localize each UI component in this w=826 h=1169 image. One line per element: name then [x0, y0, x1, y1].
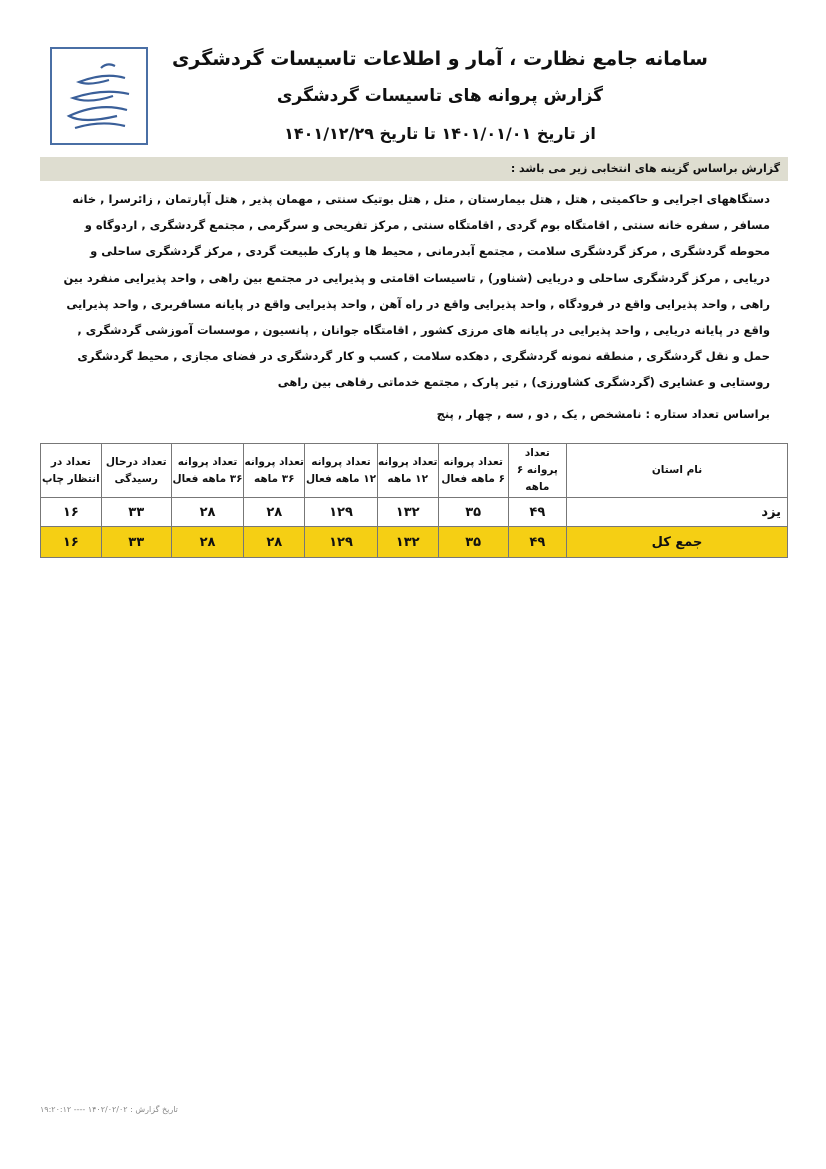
total-row: جمع کل ۴۹ ۳۵ ۱۳۲ ۱۲۹ ۲۸ ۲۸ ۳۳ ۱۶ [40, 526, 788, 558]
header-12m: تعداد پروانه ۱۲ ماهه [376, 443, 439, 498]
cell: ۱۶ [40, 526, 102, 558]
cell: ۱۳۲ [376, 526, 439, 558]
cell: ۲۸ [170, 497, 245, 527]
cell: ۲۸ [170, 526, 245, 558]
facility-line: دریایی , مرکز گردشگری ساحلی و دریایی (شن… [63, 270, 770, 285]
report-timestamp: تاریخ گزارش : ۱۴۰۲/۰۲/۰۲ ---- ۱۹:۲۰:۱۲ [40, 1105, 178, 1114]
header-36m: تعداد پروانه ۳۶ ماهه [243, 443, 306, 498]
facility-line: محوطه گردشگری , مرکز گردشگری سلامت , مجت… [90, 244, 770, 259]
facility-line: واقع در پایانه دریایی , واحد پذیرایی در … [77, 322, 770, 337]
cell: ۳۳ [100, 526, 172, 558]
cell: ۱۲۹ [304, 497, 378, 527]
facility-line: راهی , واحد پذیرایی واقع در فرودگاه , وا… [66, 296, 770, 311]
facility-line: حمل و نقل گردشگری , منطقه نمونه گردشگری … [77, 349, 770, 364]
header-6m-active: تعداد پروانه ۶ ماهه فعال [437, 443, 509, 498]
header-in-review: تعداد درحال رسیدگی [100, 443, 172, 498]
cell: ۲۸ [243, 497, 306, 527]
cell: ۱۶ [40, 497, 102, 527]
cell: ۳۵ [437, 526, 509, 558]
header-province: نام استان [566, 443, 788, 498]
cell: ۴۹ [507, 526, 568, 558]
header-12m-active: تعداد پروانه ۱۲ ماهه فعال [304, 443, 378, 498]
stars-filter: براساس تعداد ستاره : نامشخص , یک , دو , … [436, 407, 770, 421]
system-title: سامانه جامع نظارت ، آمار و اطلاعات تاسیس… [172, 48, 708, 70]
cell: ۱۲۹ [304, 526, 378, 558]
calligraphy-logo-icon [66, 63, 130, 130]
licenses-table: نام استان تعداد پروانه ۶ ماهه تعداد پروا… [40, 443, 788, 558]
table-header-row: نام استان تعداد پروانه ۶ ماهه تعداد پروا… [40, 443, 788, 498]
cell: ۳۳ [100, 497, 172, 527]
cell-province: یزد [566, 497, 788, 527]
report-title: گزارش پروانه های تاسیسات گردشگری [276, 86, 604, 106]
header-awaiting-print: تعداد در انتظار چاپ [40, 443, 102, 498]
cell: ۳۵ [437, 497, 509, 527]
facility-types: دستگاههای اجرایی و حاکمیتی , هتل , هتل ب… [60, 186, 770, 396]
date-range: از تاریخ ۱۴۰۱/۰۱/۰۱ تا تاریخ ۱۴۰۱/۱۲/۲۹ [284, 124, 596, 143]
cell-total-label: جمع کل [566, 526, 788, 558]
cell: ۱۳۲ [376, 497, 439, 527]
cell: ۴۹ [507, 497, 568, 527]
facility-line: مسافر , سفره خانه سنتی , اقامتگاه بوم گر… [84, 218, 770, 233]
filter-bar: گزارش براساس گزینه های انتخابی زیر می با… [40, 157, 788, 181]
ministry-logo [50, 47, 148, 145]
facility-line: دستگاههای اجرایی و حاکمیتی , هتل , هتل ب… [72, 192, 770, 206]
facility-line: روستایی و عشایری (گردشگری کشاورزی) , تیر… [277, 375, 770, 390]
table-row: یزد ۴۹ ۳۵ ۱۳۲ ۱۲۹ ۲۸ ۲۸ ۳۳ ۱۶ [40, 497, 788, 527]
cell: ۲۸ [243, 526, 306, 558]
header-36m-active: تعداد پروانه ۳۶ ماهه فعال [170, 443, 245, 498]
header-6m: تعداد پروانه ۶ ماهه [507, 443, 568, 498]
